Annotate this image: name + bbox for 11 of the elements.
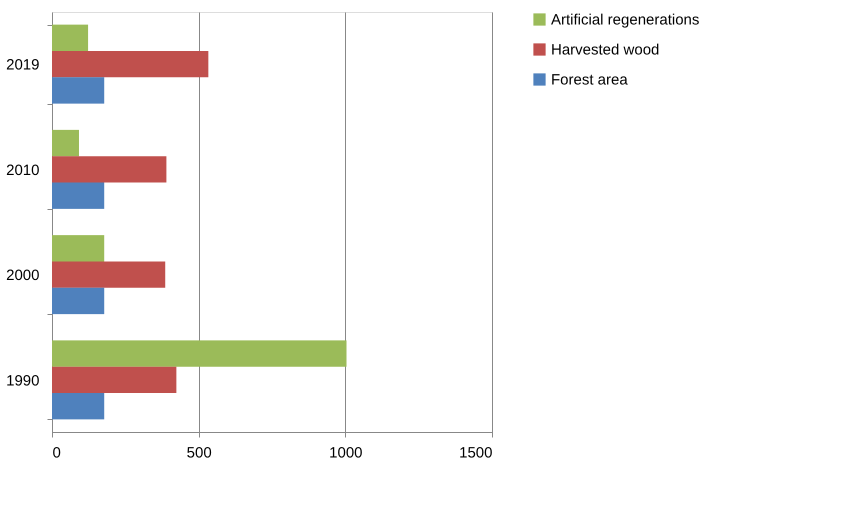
y-tick-label: 2000	[6, 267, 40, 284]
y-tick-label: 2010	[6, 162, 40, 179]
legend-label: Artificial regenerations	[551, 12, 700, 28]
legend-label: Forest area	[551, 72, 628, 88]
x-tick-label: 0	[52, 444, 61, 462]
x-tick-label: 1500	[459, 444, 492, 462]
legend-label: Harvested wood	[551, 42, 660, 58]
x-tick-label: 1000	[329, 444, 363, 462]
x-tick-label: 500	[186, 444, 212, 462]
y-tick-label: 2019	[6, 56, 40, 74]
y-tick-label: 1990	[6, 372, 40, 390]
